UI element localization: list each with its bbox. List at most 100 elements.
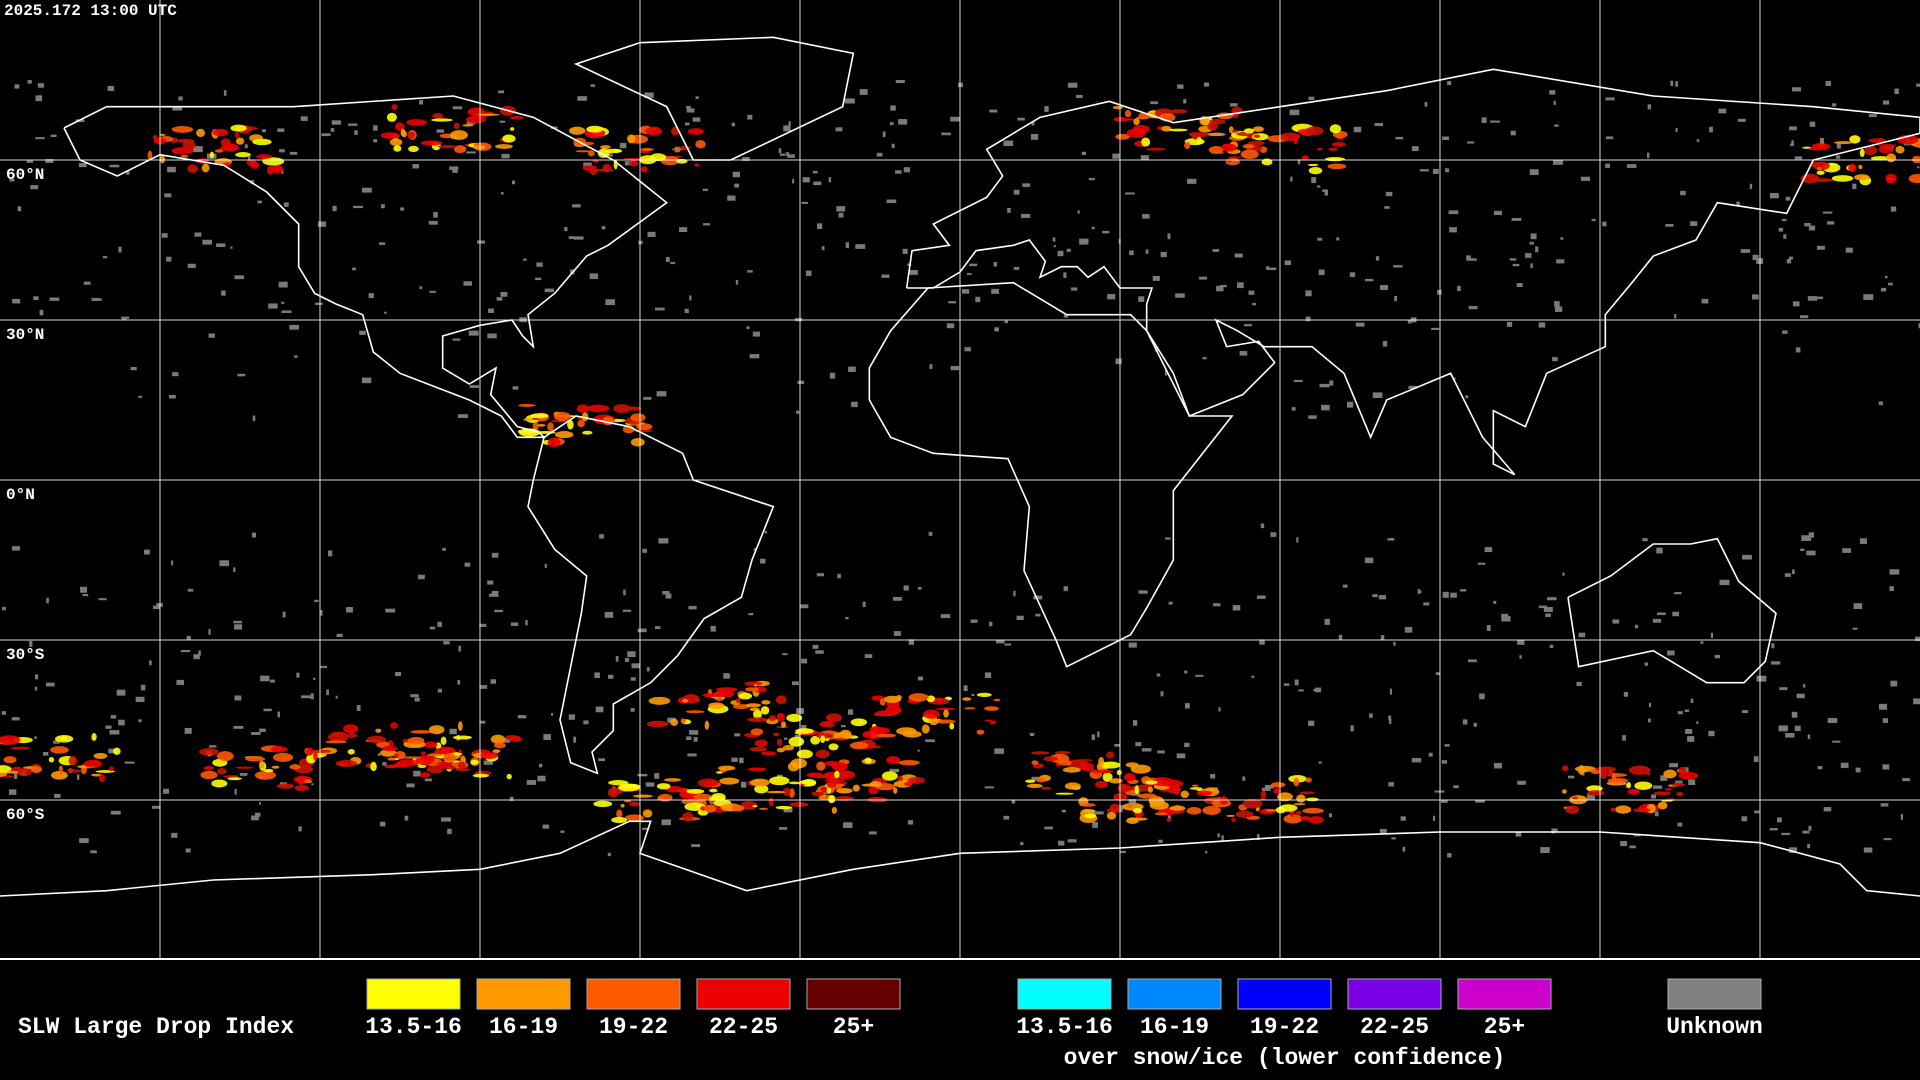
cloud-speck (330, 128, 335, 132)
cloud-speck (251, 731, 261, 735)
cloud-speck (298, 826, 302, 832)
cloud-speck (1512, 263, 1520, 267)
slw-cell (58, 765, 63, 775)
cloud-speck (1198, 276, 1208, 280)
cloud-speck (882, 131, 886, 138)
slw-cell (893, 787, 898, 794)
cloud-speck (1790, 143, 1794, 146)
slw-cell (182, 140, 196, 150)
slw-cell (272, 752, 294, 762)
cloud-speck (488, 593, 494, 597)
cloud-speck (1261, 787, 1271, 791)
legend-label: 13.5-16 (1016, 1014, 1113, 1040)
cloud-speck (1800, 315, 1809, 319)
cloud-speck (487, 333, 497, 339)
cloud-speck (1852, 183, 1857, 190)
cloud-speck (230, 246, 233, 249)
cloud-speck (881, 274, 890, 278)
slw-cell (457, 721, 463, 732)
slw-cell (256, 154, 272, 159)
cloud-speck (907, 820, 914, 825)
slw-cell (1676, 791, 1684, 797)
cloud-speck (121, 316, 130, 319)
cloud-speck (477, 240, 486, 244)
slw-cell (346, 733, 358, 738)
slw-cell (366, 735, 387, 744)
slw-cell (1572, 796, 1578, 800)
cloud-speck (449, 166, 459, 170)
cloud-speck (208, 333, 215, 338)
cloud-speck (1441, 800, 1448, 803)
slw-cell (704, 720, 710, 730)
cloud-speck (1620, 841, 1628, 847)
cloud-speck (346, 607, 353, 613)
slw-cell (270, 746, 288, 753)
slw-cell (1127, 804, 1133, 809)
cloud-speck (643, 396, 652, 400)
cloud-speck (903, 167, 910, 173)
cloud-speck (891, 143, 895, 149)
slw-cell (1145, 780, 1158, 785)
slw-cell (962, 697, 972, 701)
slw-cell (227, 777, 242, 781)
cloud-speck (816, 573, 825, 577)
slw-cell (776, 712, 785, 722)
cloud-speck (1749, 183, 1753, 190)
slw-cell (747, 717, 768, 722)
cloud-speck (464, 562, 471, 567)
cloud-speck (1654, 811, 1659, 817)
cloud-speck (1388, 782, 1394, 787)
cloud-speck (1515, 831, 1522, 837)
cloud-speck (752, 331, 761, 337)
cloud-speck (748, 612, 754, 616)
cloud-speck (1442, 591, 1449, 598)
slw-cell (646, 720, 669, 728)
cloud-speck (223, 90, 227, 96)
slw-cell (1247, 140, 1265, 146)
cloud-speck (1900, 814, 1904, 820)
slw-cell (187, 164, 198, 173)
slw-cell (943, 709, 949, 718)
cloud-speck (483, 760, 493, 765)
cloud-speck (1529, 241, 1534, 245)
slw-cell (1196, 790, 1213, 796)
slw-cell (1858, 164, 1863, 170)
cloud-speck (892, 596, 902, 601)
cloud-speck (1840, 762, 1849, 769)
cloud-speck (1160, 251, 1167, 258)
cloud-speck (233, 726, 244, 729)
cloud-speck (1305, 316, 1311, 322)
cloud-speck (1784, 573, 1791, 577)
cloud-speck (1138, 296, 1145, 302)
cloud-speck (1670, 80, 1674, 86)
cloud-speck (841, 724, 846, 728)
cloud-speck (1467, 141, 1475, 144)
cloud-speck (1802, 830, 1810, 834)
cloud-speck (1782, 330, 1788, 334)
cloud-speck (171, 832, 178, 838)
cloud-speck (1408, 385, 1417, 390)
cloud-speck (644, 92, 654, 98)
slw-cell (426, 765, 444, 774)
cloud-speck (1256, 595, 1266, 599)
slw-cell (1561, 789, 1567, 794)
cloud-speck (723, 673, 730, 679)
slw-cell (935, 719, 956, 724)
cloud-speck (348, 123, 358, 126)
slw-cell (1025, 779, 1036, 783)
cloud-speck (185, 848, 191, 853)
cloud-speck (109, 730, 120, 735)
cloud-speck (1251, 675, 1255, 678)
cloud-speck (890, 105, 896, 111)
cloud-speck (1827, 717, 1838, 724)
cloud-speck (33, 296, 39, 301)
slw-cell (1586, 785, 1603, 792)
cloud-speck (1177, 84, 1184, 89)
legend-swatch (1017, 978, 1112, 1010)
cloud-speck (1290, 176, 1293, 182)
legend-label: Unknown (1666, 1014, 1763, 1040)
cloud-speck (739, 757, 744, 764)
cloud-speck (1324, 189, 1328, 196)
cloud-speck (1913, 698, 1920, 705)
cloud-speck (1450, 592, 1457, 598)
